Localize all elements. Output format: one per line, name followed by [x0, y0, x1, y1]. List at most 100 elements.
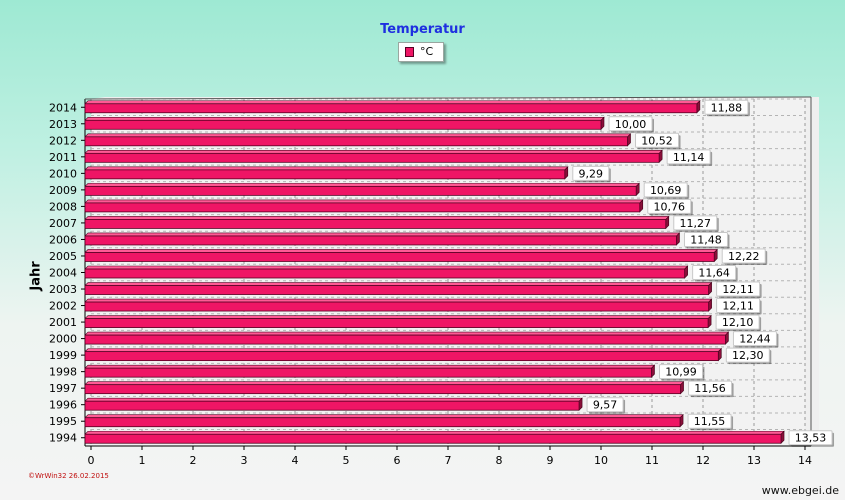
- y-tick-label: 2013: [49, 118, 77, 131]
- website-credit: www.ebgei.de: [761, 484, 839, 497]
- data-label: 10,99: [665, 366, 697, 379]
- bar: [84, 417, 681, 428]
- data-label-box: [666, 149, 711, 165]
- bar-top: [84, 315, 712, 319]
- bar: [84, 252, 715, 262]
- bar-top: [84, 282, 713, 286]
- y-tick-label: 1999: [49, 349, 77, 362]
- y-tick-label: 2014: [49, 101, 77, 114]
- y-tick-label: 2002: [49, 300, 77, 313]
- bar-top: [84, 381, 685, 385]
- data-label-box: [716, 281, 761, 297]
- bar: [84, 136, 628, 147]
- data-label: 11,64: [698, 267, 730, 280]
- y-tick-label: 2003: [49, 283, 77, 296]
- x-tick-label: 11: [645, 454, 659, 467]
- y-tick-label: 2004: [49, 267, 77, 280]
- y-tick-label: 1994: [49, 432, 77, 445]
- data-label-box: [692, 265, 737, 280]
- y-tick-label: 2012: [49, 134, 77, 147]
- data-label-box: [608, 116, 653, 132]
- x-tick-label: 3: [241, 454, 248, 467]
- data-label-box: [572, 165, 610, 181]
- y-tick-label: 2007: [49, 217, 77, 230]
- data-label-box: [687, 413, 732, 429]
- bar: [84, 384, 681, 395]
- legend-label: °C: [420, 45, 434, 58]
- software-credit: ©WrWin32 26.02.2015: [28, 472, 109, 480]
- x-tick-label: 5: [343, 454, 350, 467]
- x-tick-label: 7: [445, 454, 452, 467]
- bar: [84, 219, 667, 229]
- y-tick-label: 1998: [49, 366, 77, 379]
- data-label-box: [683, 231, 728, 247]
- data-label-box: [635, 132, 680, 148]
- data-label-box: [715, 314, 760, 330]
- data-label: 11,55: [694, 415, 726, 428]
- data-label: 12,11: [722, 283, 754, 296]
- data-label: 10,00: [615, 118, 647, 131]
- bar-top: [84, 430, 785, 435]
- bar: [84, 152, 660, 163]
- y-tick-label: 2011: [49, 151, 77, 164]
- bar: [84, 334, 726, 345]
- bar-top: [84, 364, 656, 369]
- x-tick-label: 9: [547, 454, 554, 467]
- data-label: 11,14: [673, 151, 705, 164]
- bar: [84, 318, 709, 328]
- data-label: 11,56: [694, 382, 726, 395]
- bar-top: [84, 166, 569, 171]
- x-tick-label: 6: [394, 454, 401, 467]
- data-label: 11,48: [690, 233, 722, 246]
- y-tick-label: 1997: [49, 382, 77, 395]
- bar: [84, 351, 719, 362]
- bar: [84, 119, 602, 130]
- bar-top: [84, 397, 583, 402]
- y-tick-label: 2006: [49, 233, 77, 246]
- bar: [84, 400, 580, 411]
- bar-top: [84, 150, 663, 154]
- bar: [84, 202, 641, 213]
- y-tick-label: 2005: [49, 250, 77, 263]
- data-label: 12,44: [739, 333, 771, 346]
- data-label: 12,22: [728, 250, 760, 263]
- y-tick-label: 1995: [49, 415, 77, 428]
- bar: [84, 301, 710, 312]
- bar: [84, 185, 637, 196]
- data-label-box: [716, 298, 761, 314]
- bar-top: [84, 348, 723, 352]
- bar-top: [84, 414, 684, 419]
- bar: [84, 268, 686, 279]
- bar-top: [84, 265, 689, 270]
- data-label-box: [725, 347, 770, 363]
- data-label-box: [643, 182, 688, 198]
- data-label: 12,30: [732, 349, 764, 362]
- data-label-box: [688, 380, 733, 396]
- data-label: 10,69: [650, 184, 682, 197]
- bar-top: [84, 183, 640, 187]
- data-label: 12,10: [722, 316, 754, 329]
- bar: [84, 103, 698, 114]
- y-tick-label: 2008: [49, 200, 77, 213]
- bar-top: [84, 331, 730, 336]
- bar: [84, 235, 677, 246]
- data-label: 9,57: [593, 399, 618, 412]
- x-tick-label: 12: [696, 454, 710, 467]
- bar: [84, 433, 782, 444]
- chart-title: Temperatur: [380, 22, 465, 37]
- data-label: 11,88: [711, 101, 743, 114]
- data-label-box: [721, 248, 766, 264]
- data-label: 12,11: [722, 300, 754, 313]
- bar: [84, 367, 652, 378]
- x-tick-label: 1: [139, 454, 146, 467]
- x-tick-label: 10: [594, 454, 608, 467]
- y-tick-label: 1996: [49, 399, 77, 412]
- y-tick-label: 2010: [49, 167, 77, 180]
- x-tick-label: 2: [190, 454, 197, 467]
- data-label: 11,27: [680, 217, 712, 230]
- bar-top: [84, 199, 644, 204]
- data-label-box: [704, 99, 749, 115]
- y-tick-label: 2009: [49, 184, 77, 197]
